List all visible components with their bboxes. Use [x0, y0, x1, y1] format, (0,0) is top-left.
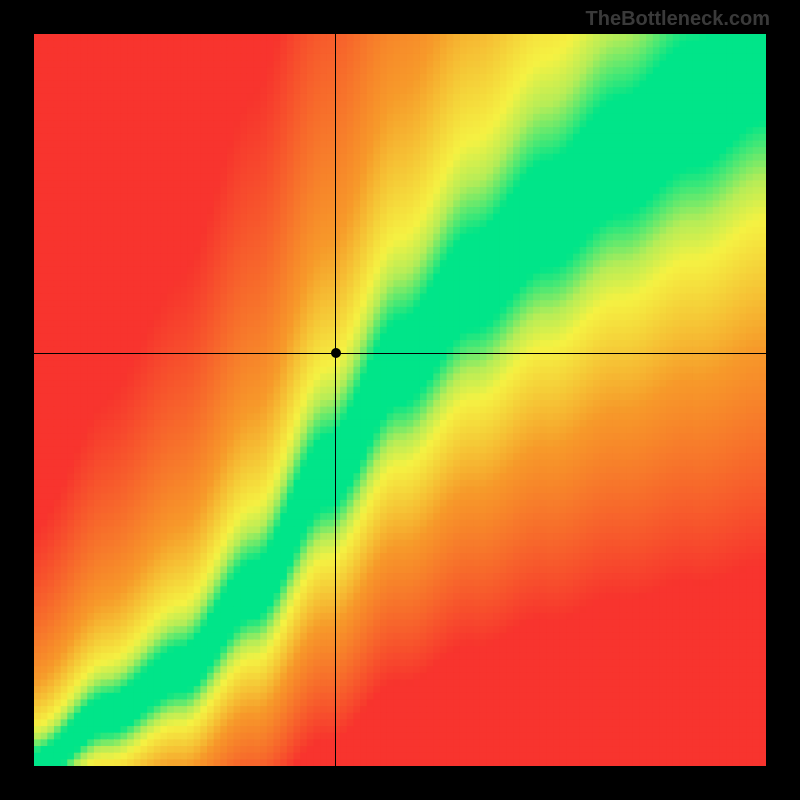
chart-container: TheBottleneck.com: [0, 0, 800, 800]
heatmap-canvas: [34, 34, 766, 766]
plot-area: [34, 34, 766, 766]
watermark-text: TheBottleneck.com: [586, 8, 770, 31]
